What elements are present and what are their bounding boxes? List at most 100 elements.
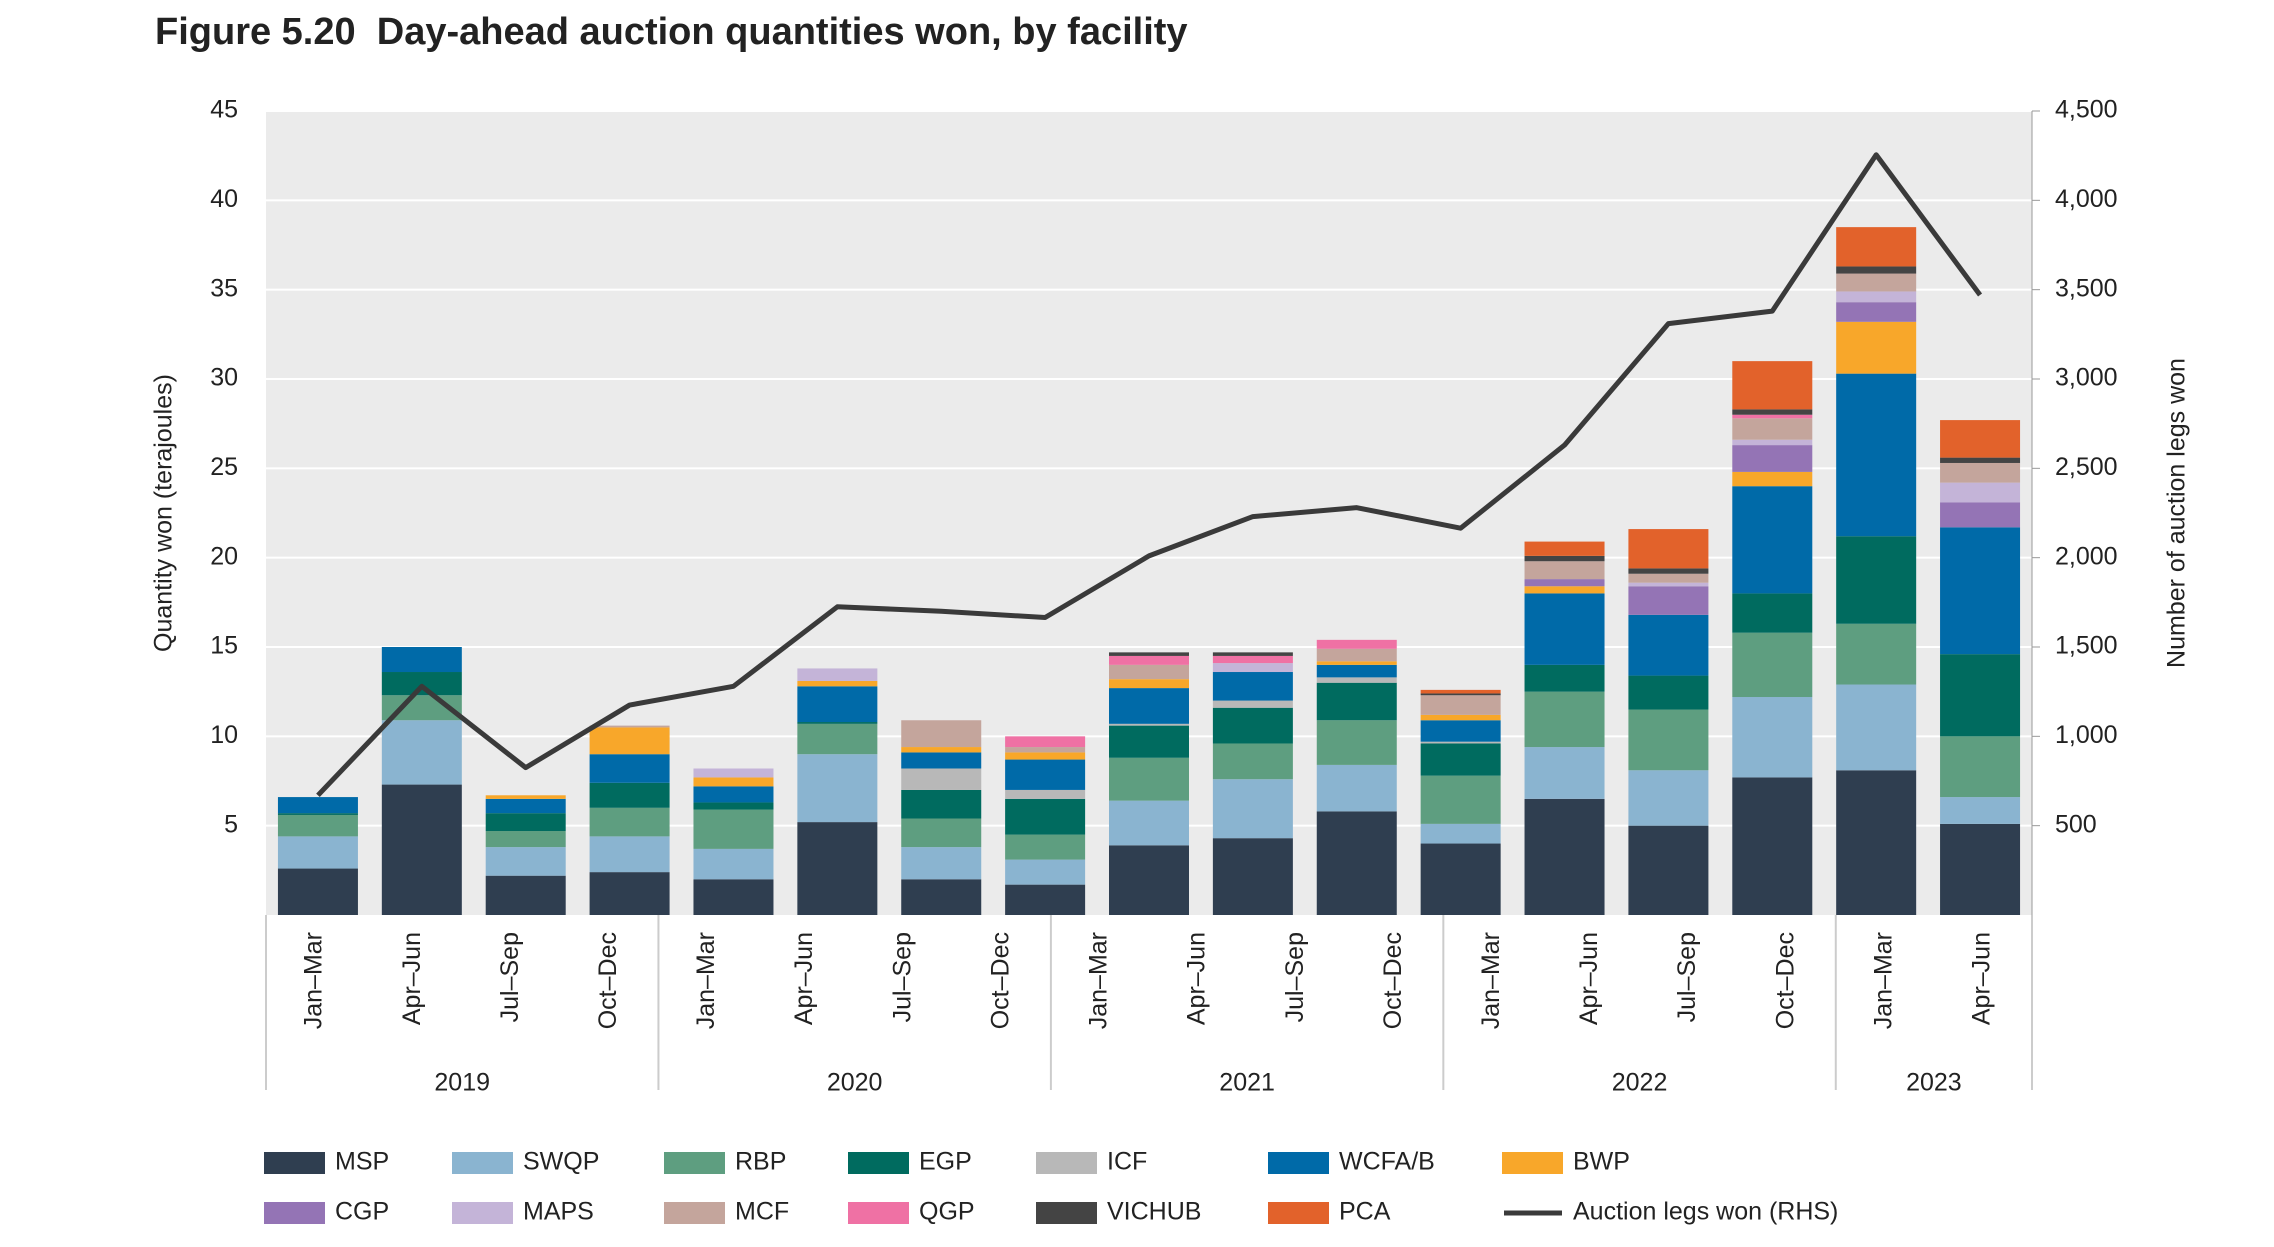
legend-label: SWQP	[523, 1148, 599, 1176]
y-tick-label: 5	[224, 810, 238, 838]
bar-segment	[1836, 266, 1917, 274]
y-tick-label: 30	[210, 364, 238, 392]
bar-segment	[1212, 652, 1293, 656]
bar-segment	[797, 686, 878, 723]
bar-segment	[1005, 789, 1086, 799]
bar-segment	[1109, 688, 1189, 724]
legend-label: BWP	[1573, 1148, 1630, 1176]
x-tick-label: Oct–Dec	[986, 932, 1014, 1029]
bar-segment	[1628, 582, 1709, 587]
bar-segment	[1732, 777, 1813, 915]
legend-swatch	[848, 1202, 909, 1224]
bar-segment	[1940, 527, 2021, 655]
legend-swatch	[264, 1152, 325, 1174]
bar-segment	[797, 680, 878, 687]
year-label: 2021	[1219, 1069, 1275, 1097]
y-tick-label: 40	[210, 185, 238, 213]
bar-segment	[1005, 859, 1086, 885]
year-label: 2023	[1906, 1069, 1962, 1097]
bar-segment	[589, 727, 670, 755]
bar-segment	[1212, 838, 1293, 915]
bar-segment	[1109, 757, 1189, 801]
y-tick-label: 10	[210, 721, 238, 749]
bar-segment	[1420, 741, 1501, 744]
bar-segment	[1836, 321, 1917, 374]
bar-segment	[1524, 586, 1605, 594]
bar-segment	[901, 789, 982, 819]
bar-segment	[1732, 445, 1813, 472]
y2-tick-label: 1,500	[2055, 632, 2118, 660]
bar-segment	[1316, 677, 1397, 683]
bar-segment	[1524, 579, 1605, 587]
x-tick-label: Jul–Sep	[496, 932, 524, 1022]
bar-segment	[1836, 227, 1917, 267]
x-tick-label: Apr–Jun	[398, 932, 426, 1025]
bar-segment	[693, 848, 774, 880]
bar-segment	[1005, 798, 1086, 835]
bar-segment	[277, 836, 358, 869]
bar-segment	[797, 668, 878, 681]
bar-segment	[1836, 623, 1917, 685]
legend-label: VICHUB	[1107, 1198, 1201, 1226]
bar-segment	[1732, 418, 1813, 440]
legend-swatch	[1268, 1152, 1329, 1174]
bar-segment	[1109, 652, 1189, 656]
y-tick-label: 35	[210, 274, 238, 302]
bar-segment	[1109, 845, 1189, 915]
x-tick-label: Apr–Jun	[1183, 932, 1211, 1025]
x-tick-label: Jan–Mar	[300, 932, 328, 1029]
bar-segment	[381, 672, 462, 696]
bar-segment	[1212, 672, 1293, 701]
bar-segment	[1524, 593, 1605, 665]
bar-segment	[485, 798, 566, 814]
x-tick-label: Apr–Jun	[790, 932, 818, 1025]
bar-segment	[901, 879, 982, 915]
bar-segment	[1316, 811, 1397, 915]
x-tick-label: Jul–Sep	[1673, 932, 1701, 1022]
bar-segment	[1005, 736, 1086, 748]
bar-segment	[1212, 743, 1293, 780]
bar-segment	[1005, 884, 1086, 915]
legend-swatch	[1036, 1152, 1097, 1174]
bar-segment	[693, 809, 774, 849]
bar-segment	[901, 720, 982, 748]
bar-segment	[1005, 834, 1086, 860]
legend-label: MAPS	[523, 1198, 594, 1226]
bar-segment	[1732, 486, 1813, 594]
bar-segment	[1212, 779, 1293, 839]
y2-tick-label: 3,000	[2055, 364, 2118, 392]
legend-label: CGP	[335, 1198, 389, 1226]
bar-segment	[589, 807, 670, 837]
bar-segment	[1940, 823, 2021, 915]
bar-segment	[1524, 541, 1605, 556]
bar-segment	[1940, 457, 2021, 463]
legend-label: PCA	[1339, 1198, 1391, 1226]
bar-segment	[589, 872, 670, 915]
bar-segment	[485, 847, 566, 876]
bar-segment	[1420, 693, 1501, 696]
bar-segment	[381, 720, 462, 785]
legend-swatch	[1268, 1202, 1329, 1224]
bar-segment	[1732, 414, 1813, 419]
bar-segment	[1420, 695, 1501, 715]
x-tick-label: Apr–Jun	[1575, 932, 1603, 1025]
legend-label: Auction legs won (RHS)	[1573, 1198, 1838, 1226]
bar-segment	[1628, 770, 1709, 826]
bar-segment	[1940, 736, 2021, 798]
y2-tick-label: 1,000	[2055, 721, 2118, 749]
bar-segment	[1316, 682, 1397, 721]
bar-segment	[1940, 797, 2021, 824]
bar-segment	[1420, 714, 1501, 721]
x-tick-label: Apr–Jun	[1968, 932, 1996, 1025]
bar-segment	[1836, 273, 1917, 292]
bar-segment	[1005, 759, 1086, 790]
legend-swatch	[452, 1152, 513, 1174]
y-tick-label: 20	[210, 542, 238, 570]
bar-segment	[1628, 825, 1709, 915]
x-tick-label: Jan–Mar	[692, 932, 720, 1029]
bar-segment	[1628, 709, 1709, 771]
bar-segment	[1420, 689, 1501, 694]
bar-segment	[693, 802, 774, 810]
year-label: 2020	[827, 1069, 883, 1097]
